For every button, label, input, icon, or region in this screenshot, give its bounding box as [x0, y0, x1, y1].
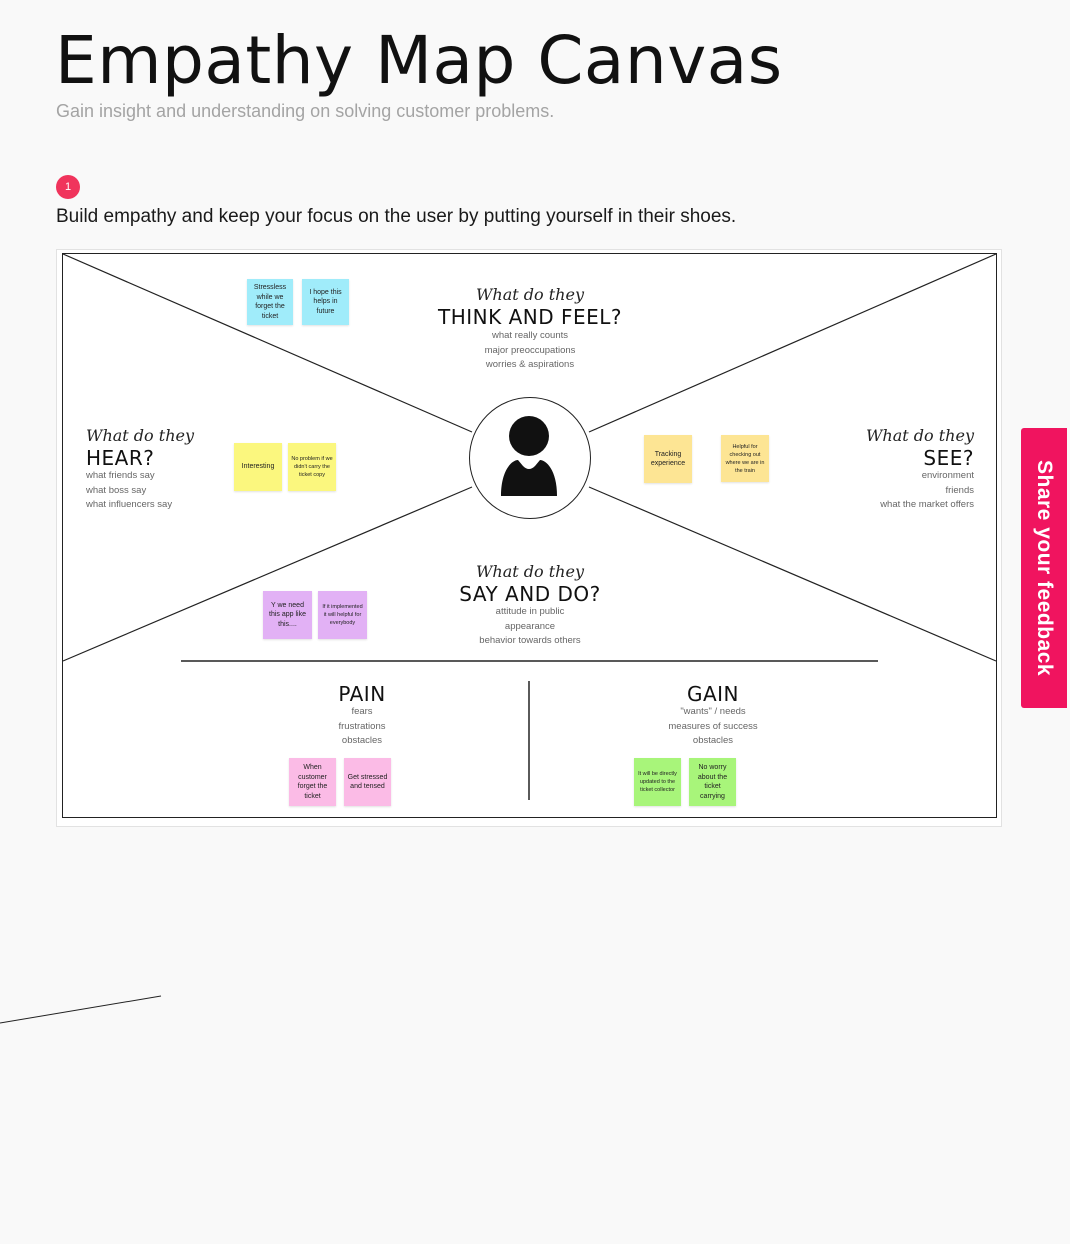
stray-line — [0, 995, 162, 1024]
prompt-line: what the market offers — [880, 499, 974, 510]
see-kicker: What do they — [865, 426, 974, 445]
prompt-line: fears — [351, 706, 373, 717]
prompt-line: frustrations — [338, 720, 386, 732]
diagonal-line-bottom-left — [62, 486, 473, 662]
prompt-line: environment — [921, 470, 974, 481]
sticky-note-pain-1[interactable]: When customer forget the ticket — [289, 758, 336, 806]
prompt-line: what influencers say — [86, 499, 173, 510]
hear-prompts: what friends say what boss say what infl… — [86, 469, 172, 513]
say-do-heading: SAY AND DO? — [459, 582, 601, 606]
diagonal-line-top-right — [588, 253, 997, 433]
step-instruction: Build empathy and keep your focus on the… — [56, 206, 737, 227]
page-subtitle: Gain insight and understanding on solvin… — [56, 101, 555, 121]
think-feel-prompts: what really counts major preoccupations … — [430, 329, 630, 373]
diagonal-line-bottom-right — [588, 486, 997, 662]
see-prompts: environment friends what the market offe… — [824, 469, 974, 513]
persona-avatar — [469, 397, 591, 519]
gain-heading: GAIN — [686, 682, 740, 706]
prompt-line: friends — [945, 484, 974, 496]
prompt-line: what friends say — [86, 470, 155, 481]
prompt-line: obstacles — [341, 735, 383, 746]
see-heading: SEE? — [923, 446, 974, 470]
feedback-tab-button[interactable]: Share your feedback — [1021, 428, 1067, 708]
pain-heading: PAIN — [338, 682, 386, 706]
prompt-line: what boss say — [86, 484, 147, 496]
empathy-map-board — [62, 253, 997, 818]
sticky-note-think-feel-1[interactable]: Stressless while we forget the ticket — [247, 279, 293, 325]
prompt-line: worries & aspirations — [485, 359, 575, 370]
sticky-note-say-do-1[interactable]: Y we need this app like this.... — [263, 591, 312, 639]
prompt-line: appearance — [504, 620, 556, 632]
hear-kicker: What do they — [86, 426, 195, 445]
feedback-tab-label: Share your feedback — [1033, 459, 1056, 677]
prompt-line: attitude in public — [495, 606, 565, 617]
step-number-badge: 1 — [56, 175, 80, 199]
prompt-line: measures of success — [668, 720, 758, 732]
say-do-kicker: What do they — [475, 562, 584, 581]
think-feel-kicker: What do they — [475, 285, 584, 304]
gain-prompts: "wants" / needs measures of success obst… — [643, 705, 783, 749]
say-do-prompts: attitude in public appearance behavior t… — [430, 605, 630, 649]
sticky-note-see-1[interactable]: Tracking experience — [644, 435, 692, 483]
prompt-line: what really counts — [491, 330, 569, 341]
prompt-line: obstacles — [692, 735, 734, 746]
prompt-line: behavior towards others — [479, 635, 581, 646]
sticky-note-pain-2[interactable]: Get stressed and tensed — [344, 758, 391, 806]
user-avatar-icon — [501, 416, 557, 496]
sticky-note-hear-1[interactable]: Interesting — [234, 443, 282, 491]
page-title: Empathy Map Canvas — [55, 22, 783, 99]
prompt-line: "wants" / needs — [680, 706, 746, 717]
hear-heading: HEAR? — [86, 446, 155, 470]
sticky-note-think-feel-2[interactable]: I hope this helps in future — [302, 279, 349, 325]
pain-prompts: fears frustrations obstacles — [302, 705, 422, 749]
sticky-note-say-do-2[interactable]: If it implemented it will helpful for ev… — [318, 591, 367, 639]
sticky-note-see-2[interactable]: Helpful for checking out where we are in… — [721, 435, 769, 482]
think-feel-heading: THINK AND FEEL? — [437, 305, 623, 329]
sticky-note-gain-2[interactable]: No worry about the ticket carrying — [689, 758, 736, 806]
sticky-note-gain-1[interactable]: It will be directly updated to the ticke… — [634, 758, 681, 806]
diagonal-line-top-left — [62, 253, 473, 433]
sticky-note-hear-2[interactable]: No problem if we didn't carry the ticket… — [288, 443, 336, 491]
prompt-line: major preoccupations — [484, 344, 576, 356]
